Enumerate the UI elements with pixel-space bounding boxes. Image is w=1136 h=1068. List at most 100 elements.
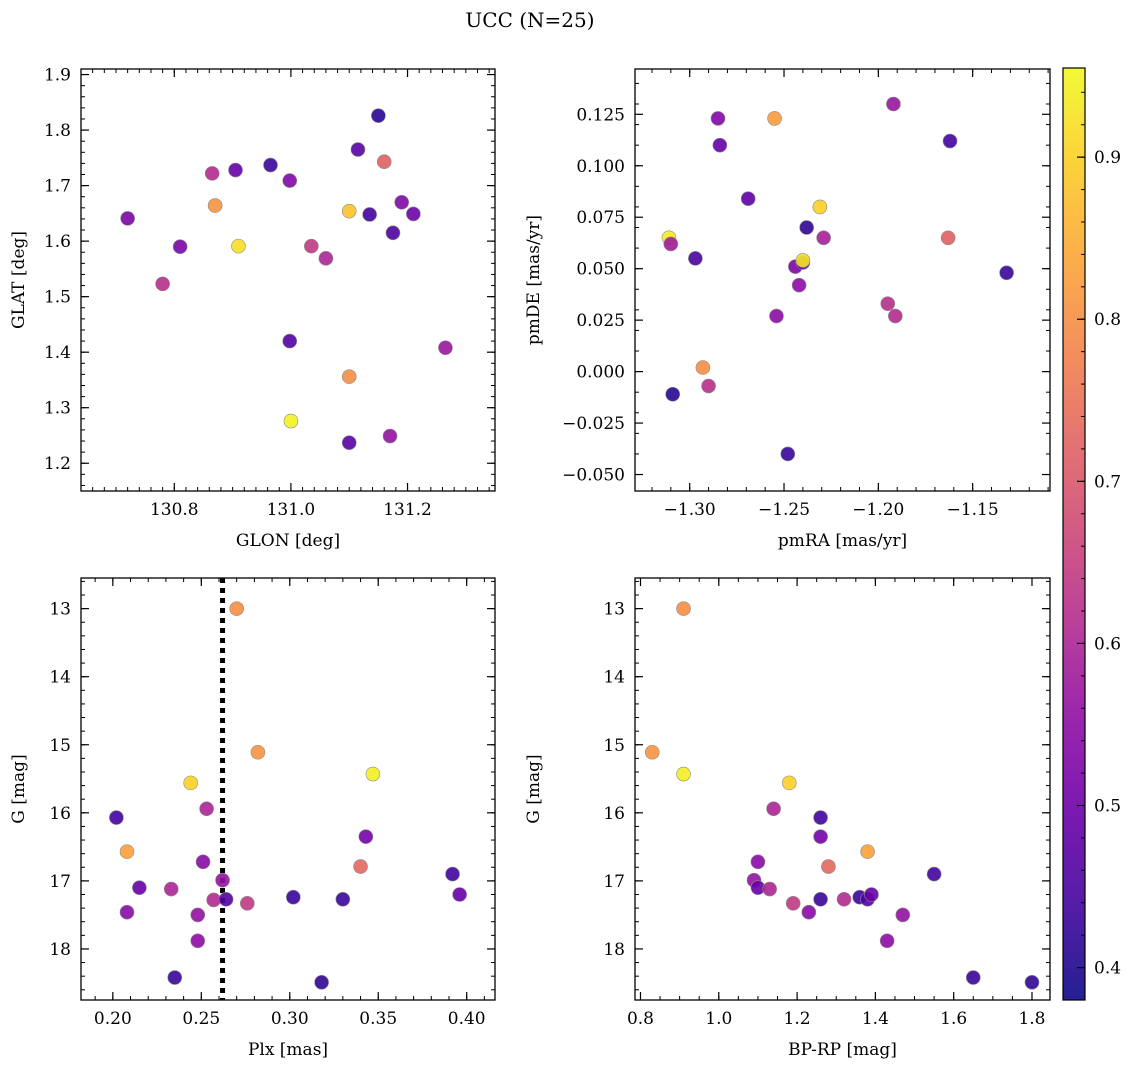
scatter-point bbox=[341, 369, 357, 384]
scatter-point bbox=[231, 238, 246, 254]
scatter-point bbox=[229, 601, 244, 616]
y-tick-label: 1.8 bbox=[44, 121, 71, 141]
scatter-point bbox=[385, 225, 401, 241]
scatter-point bbox=[836, 891, 852, 907]
scatter-point bbox=[314, 975, 329, 990]
scatter-point bbox=[864, 887, 879, 902]
axes-frame bbox=[80, 68, 496, 492]
y-tick-label: 1.9 bbox=[44, 66, 71, 86]
y-tick-label: 0.000 bbox=[576, 363, 625, 383]
x-axis-label: pmRA [mas/yr] bbox=[778, 531, 907, 551]
panel-pmra-pmde: −1.30 −1.25 −1.20 −1.15 −0.050 −0.025 0.000 0.0… bbox=[524, 68, 1051, 551]
y-tick-label: 1.2 bbox=[44, 454, 71, 474]
scatter-point bbox=[371, 108, 386, 123]
scatter-point bbox=[762, 881, 777, 897]
x-tick-label: 1.4 bbox=[862, 1009, 889, 1029]
scatter-point bbox=[406, 206, 421, 222]
x-axis-label: Plx [mas] bbox=[248, 1040, 328, 1060]
scatter-point bbox=[813, 810, 828, 825]
scatter-point bbox=[676, 766, 691, 782]
y-tick-label: 13 bbox=[49, 600, 71, 620]
scatter-point bbox=[940, 230, 956, 246]
y-axis-label: pmDE [mas/yr] bbox=[524, 215, 544, 345]
scatter-point bbox=[813, 829, 828, 844]
scatter-point bbox=[163, 881, 179, 897]
x-tick-label: 0.30 bbox=[271, 1009, 309, 1029]
scatter-point bbox=[445, 866, 460, 882]
scatter-point bbox=[799, 220, 814, 235]
scatter-point bbox=[365, 766, 381, 782]
y-tick-label: 1.3 bbox=[44, 399, 71, 419]
scatter-point bbox=[780, 446, 796, 462]
scatter-point bbox=[109, 810, 124, 825]
scatter-point bbox=[812, 199, 828, 215]
scatter-point bbox=[250, 744, 266, 760]
scatter-point bbox=[695, 360, 711, 375]
scatter-point bbox=[888, 308, 903, 324]
x-tick-label: 0.25 bbox=[182, 1009, 220, 1029]
x-axis-label: BP-RP [mag] bbox=[788, 1040, 897, 1060]
figure-title: UCC (N=25) bbox=[465, 8, 594, 32]
scatter-point bbox=[676, 601, 691, 616]
scatter-point bbox=[942, 133, 958, 149]
scatter-point bbox=[816, 230, 831, 246]
scatter-point bbox=[283, 413, 299, 429]
y-axis-label: GLAT [deg] bbox=[9, 231, 29, 329]
y-tick-label: 0.125 bbox=[576, 105, 625, 125]
scatter-point bbox=[438, 340, 453, 356]
scatter-point bbox=[240, 896, 255, 911]
y-tick-label: 1.6 bbox=[44, 232, 71, 252]
colorbar: 0.4 0.5 0.6 0.7 0.8 0.9 bbox=[1062, 67, 1121, 1001]
scatter-point bbox=[895, 907, 911, 923]
scatter-point bbox=[282, 333, 298, 349]
colorbar-tick-label: 0.4 bbox=[1094, 959, 1121, 979]
panel-bprp-g: 0.8 1.0 1.2 1.4 1.6 1.8 13 14 15 16 17 18 BP-RP [mag… bbox=[524, 577, 1051, 1060]
colorbar-tick-label: 0.7 bbox=[1094, 472, 1121, 492]
scatter-point bbox=[190, 907, 206, 923]
scatter-point bbox=[120, 211, 135, 226]
y-tick-label: 14 bbox=[603, 668, 625, 688]
colorbar-tick-label: 0.5 bbox=[1094, 796, 1121, 816]
scatter-point bbox=[394, 194, 410, 210]
scatter-point bbox=[228, 162, 243, 178]
scatter-point bbox=[172, 239, 188, 254]
scatter-point bbox=[665, 386, 681, 402]
scatter-point bbox=[886, 96, 901, 112]
x-tick-label: 1.6 bbox=[940, 1009, 967, 1029]
y-tick-label: 18 bbox=[49, 940, 71, 960]
x-tick-label: 0.40 bbox=[448, 1009, 486, 1029]
x-axis-label: GLON [deg] bbox=[236, 531, 340, 551]
scatter-point bbox=[199, 801, 214, 817]
scatter-point bbox=[813, 891, 828, 907]
scatter-point bbox=[452, 887, 467, 902]
scatter-point bbox=[304, 238, 319, 254]
scatter-point bbox=[132, 880, 147, 895]
colorbar-tick-label: 0.9 bbox=[1094, 148, 1121, 168]
scatter-point bbox=[965, 970, 981, 985]
panel-glon-glat: 130.8 131.0 131.2 1.2 1.3 1.4 1.5 1.6 1.7 1.8 1.9 G… bbox=[9, 66, 496, 551]
scatter-point bbox=[821, 859, 836, 874]
scatter-point bbox=[801, 904, 817, 920]
scatter-point bbox=[376, 154, 392, 170]
y-tick-label: −0.025 bbox=[562, 414, 625, 434]
y-tick-label: 13 bbox=[603, 600, 625, 620]
scatter-point bbox=[999, 265, 1014, 281]
scatter-point bbox=[362, 207, 377, 222]
x-tick-label: 1.0 bbox=[705, 1009, 732, 1029]
panel-plx-g: 0.20 0.25 0.30 0.35 0.40 13 14 15 16 17 18 Plx [mas… bbox=[9, 577, 496, 1060]
scatter-point bbox=[766, 801, 781, 817]
scatter-point bbox=[183, 775, 198, 791]
x-tick-label: 131.0 bbox=[267, 500, 316, 520]
scatter-point bbox=[341, 203, 357, 219]
scatter-point bbox=[879, 933, 895, 949]
scatter-point bbox=[167, 970, 183, 985]
y-tick-label: −0.050 bbox=[562, 466, 625, 486]
scatter-point bbox=[358, 829, 374, 844]
x-tick-label: −1.30 bbox=[664, 500, 716, 520]
scatter-point bbox=[740, 191, 756, 206]
scatter-point bbox=[119, 844, 135, 859]
y-tick-label: 16 bbox=[603, 804, 625, 824]
scatter-point bbox=[206, 892, 221, 908]
y-tick-label: 17 bbox=[49, 872, 71, 892]
